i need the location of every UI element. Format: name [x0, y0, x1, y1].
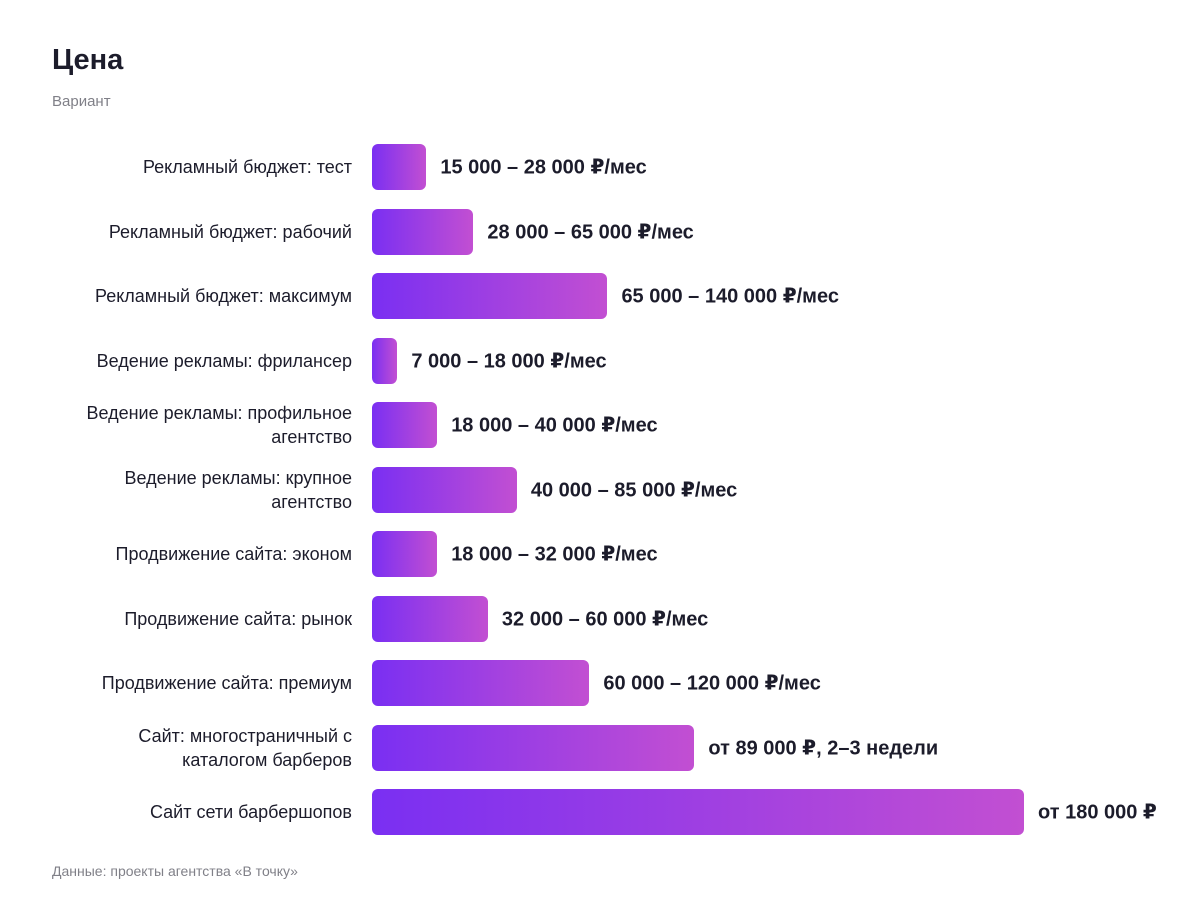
bar: [372, 531, 438, 577]
category-label: Продвижение сайта: премиум: [101, 673, 352, 693]
value-label: 32 000 – 60 000 ₽/мес: [501, 608, 709, 630]
chart-title: Цена: [52, 44, 124, 76]
bar-row: Рекламный бюджет: максимум 65 000 – 140 0…: [0, 264, 1200, 328]
bar-row: Ведение рекламы: крупное агентство 40 000…: [0, 458, 1200, 522]
value-label: 28 000 – 65 000 ₽/мес: [487, 221, 694, 243]
value-label: 65 000 – 140 000 ₽/мес: [621, 285, 839, 308]
value-label: 18 000 – 40 000 ₽/мес: [451, 414, 658, 437]
bar: [372, 466, 517, 513]
category-label: Рекламный бюджет: максимум: [94, 286, 352, 306]
category-label: Ведение рекламы: крупное агентство: [124, 467, 352, 512]
value-label: от 180 000 ₽: [1038, 801, 1157, 824]
bar: [372, 789, 1024, 835]
bar-row: Сайт: многостраничный с каталогом барбер…: [0, 716, 1200, 780]
bar-row: Сайт сети барбершопов от 180 000 ₽: [0, 780, 1200, 844]
value-label: 60 000 – 120 000 ₽/мес: [603, 672, 821, 695]
category-label: Рекламный бюджет: рабочий: [108, 221, 352, 242]
category-label: Ведение рекламы: фрилансер: [96, 350, 352, 371]
bar: [372, 144, 427, 190]
bar-row: Рекламный бюджет: тест 15 000 – 28 000 ₽/…: [0, 135, 1200, 199]
category-label: Сайт сети барбершопов: [149, 802, 352, 822]
value-label: от 89 000 ₽, 2–3 недели: [708, 737, 939, 759]
source-note: Данные: проекты агентства «В точку»: [52, 863, 298, 879]
bar-row: Продвижение сайта: премиум 60 000 – 120 0…: [0, 651, 1200, 715]
value-label: 40 000 – 85 000 ₽/мес: [530, 479, 738, 501]
chart-subtitle: Вариант: [52, 93, 111, 110]
category-label: Сайт: многостраничный с каталогом барбер…: [138, 725, 352, 770]
bar-row: Продвижение сайта: рынок 32 000 – 60 000 …: [0, 587, 1200, 651]
value-label: 18 000 – 32 000 ₽/мес: [451, 543, 658, 566]
bar: [372, 724, 695, 771]
bar: [372, 660, 590, 706]
value-label: 15 000 – 28 000 ₽/мес: [440, 156, 647, 179]
category-label: Продвижение сайта: эконом: [115, 544, 352, 564]
bar-row: Ведение рекламы: профильное агентство 18 …: [0, 393, 1200, 457]
value-label: 7 000 – 18 000 ₽/мес: [411, 350, 607, 372]
bar: [372, 273, 608, 319]
bar-row: Продвижение сайта: эконом 18 000 – 32 000…: [0, 522, 1200, 586]
bar: [372, 402, 438, 448]
bar: [372, 595, 488, 642]
category-label: Рекламный бюджет: тест: [142, 157, 352, 177]
bar-row: Рекламный бюджет: рабочий 28 000 – 65 000…: [0, 200, 1200, 264]
category-label: Ведение рекламы: профильное агентство: [86, 403, 352, 447]
bar-row: Ведение рекламы: фрилансер 7 000 – 18 000…: [0, 329, 1200, 393]
bar: [372, 208, 474, 255]
category-label: Продвижение сайта: рынок: [124, 608, 352, 629]
bar: [372, 337, 398, 384]
